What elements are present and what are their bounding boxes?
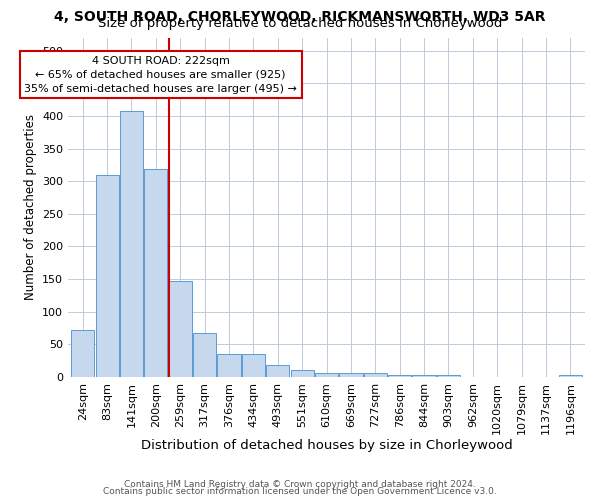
X-axis label: Distribution of detached houses by size in Chorleywood: Distribution of detached houses by size … (140, 440, 512, 452)
Text: Contains HM Land Registry data © Crown copyright and database right 2024.: Contains HM Land Registry data © Crown c… (124, 480, 476, 489)
Text: Size of property relative to detached houses in Chorleywood: Size of property relative to detached ho… (98, 18, 502, 30)
Y-axis label: Number of detached properties: Number of detached properties (23, 114, 37, 300)
Bar (266, 366, 289, 377)
Bar (120, 110, 143, 377)
Bar (193, 332, 216, 377)
Bar (169, 281, 192, 377)
Bar (144, 169, 167, 377)
Text: 4, SOUTH ROAD, CHORLEYWOOD, RICKMANSWORTH, WD3 5AR: 4, SOUTH ROAD, CHORLEYWOOD, RICKMANSWORT… (54, 10, 546, 24)
Bar (388, 375, 411, 377)
Text: 4 SOUTH ROAD: 222sqm
← 65% of detached houses are smaller (925)
35% of semi-deta: 4 SOUTH ROAD: 222sqm ← 65% of detached h… (25, 56, 297, 94)
Bar (364, 373, 387, 377)
Bar (217, 354, 241, 377)
Bar (340, 373, 362, 377)
Bar (559, 375, 582, 377)
Bar (290, 370, 314, 377)
Bar (71, 330, 94, 377)
Bar (315, 373, 338, 377)
Bar (242, 354, 265, 377)
Text: Contains public sector information licensed under the Open Government Licence v3: Contains public sector information licen… (103, 487, 497, 496)
Bar (412, 375, 436, 377)
Bar (95, 174, 119, 377)
Bar (437, 375, 460, 377)
